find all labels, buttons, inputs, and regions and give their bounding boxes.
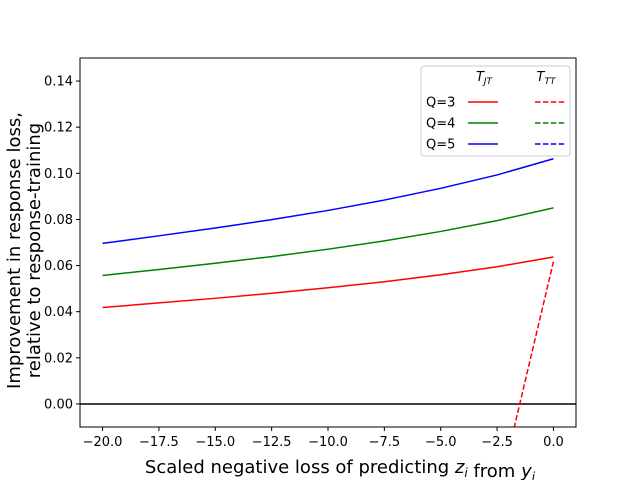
y-axis-label: Improvement in response loss,relative to… <box>4 112 45 389</box>
y-tick-label: 0.12 <box>44 121 73 136</box>
y-tick-label: 0.14 <box>44 75 73 90</box>
x-tick-label: −10.0 <box>308 435 348 450</box>
legend-column-header: TTT <box>537 70 557 87</box>
legend: TJT TTT Q=3 Q=4 Q=5 <box>420 65 571 157</box>
y-tick-label: 0.06 <box>44 259 73 274</box>
x-tick-label: −2.5 <box>481 435 513 450</box>
x-axis-label: Scaled negative loss of predicting zi fr… <box>145 457 536 480</box>
series-line-q3-tjt <box>102 256 554 309</box>
axes-layer: −20.0 −17.5 −15.0 −12.5 −10.0 −7.5 −5.0 −2.5 0.0… <box>44 57 577 450</box>
series-line-q3-ttt <box>513 261 555 427</box>
x-tick-label: −17.5 <box>139 435 179 450</box>
y-tick-label: 0.04 <box>44 305 73 320</box>
legend-box <box>420 65 571 157</box>
y-tick-label: 0.08 <box>44 213 73 228</box>
legend-row-label: Q=4 <box>426 117 455 132</box>
x-tick-label: −5.0 <box>425 435 457 450</box>
y-tick-label: 0.00 <box>44 397 73 412</box>
axis-labels: Scaled negative loss of predicting zi fr… <box>4 112 536 480</box>
x-tick-label: −15.0 <box>195 435 235 450</box>
x-tick-label: −7.5 <box>369 435 401 450</box>
series-line-q5-tjt <box>102 158 554 245</box>
x-tick-label: −12.5 <box>252 435 292 450</box>
legend-column-header: TJT <box>476 70 494 87</box>
x-tick-label: 0.0 <box>543 435 564 450</box>
series-layer <box>80 158 576 427</box>
y-tick-label: 0.02 <box>44 351 73 366</box>
legend-row-label: Q=5 <box>426 138 455 153</box>
x-tick-label: −20.0 <box>83 435 123 450</box>
series-line-q4-tjt <box>102 207 554 277</box>
y-tick-label: 0.10 <box>44 167 73 182</box>
legend-row-label: Q=3 <box>426 96 455 111</box>
